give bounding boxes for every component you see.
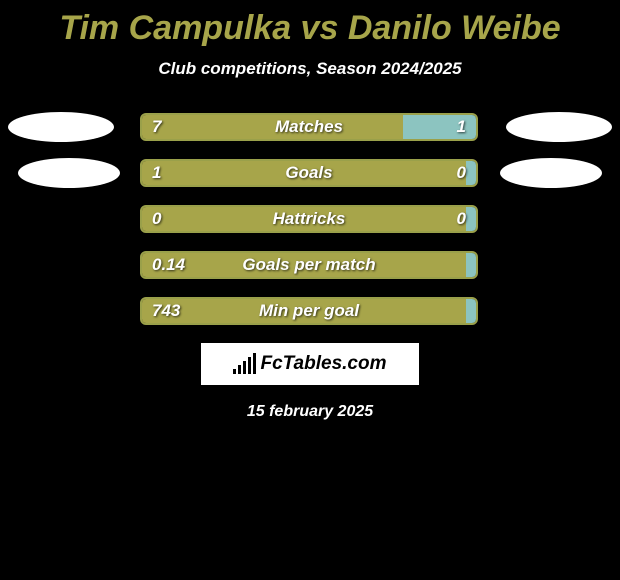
stat-row: 0.14Goals per match <box>0 251 620 279</box>
stat-bar-right <box>466 253 476 277</box>
stat-bar-left: 1 <box>142 161 466 185</box>
stat-row: 743Min per goal <box>0 297 620 325</box>
stat-bar: 00 <box>140 205 478 233</box>
stat-row: 10Goals <box>0 159 620 187</box>
comparison-subtitle: Club competitions, Season 2024/2025 <box>0 59 620 79</box>
stat-bar-left: 0.14 <box>142 253 466 277</box>
stat-value-left: 0 <box>152 209 161 229</box>
stat-bar-right: 0 <box>466 161 476 185</box>
player-photo-left <box>8 112 114 142</box>
stat-value-left: 743 <box>152 301 180 321</box>
stat-bar: 71 <box>140 113 478 141</box>
stat-bar: 10 <box>140 159 478 187</box>
stat-value-right: 1 <box>457 117 466 137</box>
branding-text: FcTables.com <box>260 353 386 375</box>
stats-rows: 71Matches10Goals00Hattricks0.14Goals per… <box>0 113 620 325</box>
stat-bar-left: 7 <box>142 115 403 139</box>
stat-value-left: 7 <box>152 117 161 137</box>
stat-bar: 743 <box>140 297 478 325</box>
stat-bar-right: 0 <box>466 207 476 231</box>
stat-bar-right: 1 <box>403 115 476 139</box>
stat-value-right: 0 <box>457 209 466 229</box>
stat-row: 71Matches <box>0 113 620 141</box>
branding-badge: FcTables.com <box>201 343 419 385</box>
comparison-title: Tim Campulka vs Danilo Weibe <box>0 0 620 47</box>
stat-bar: 0.14 <box>140 251 478 279</box>
stat-bar-right <box>466 299 476 323</box>
bars-icon <box>233 354 256 374</box>
player-photo-left <box>18 158 120 188</box>
stat-value-left: 0.14 <box>152 255 185 275</box>
stat-bar-left: 0 <box>142 207 466 231</box>
stat-value-right: 0 <box>457 163 466 183</box>
stat-row: 00Hattricks <box>0 205 620 233</box>
player-photo-right <box>506 112 612 142</box>
stat-bar-left: 743 <box>142 299 466 323</box>
stat-value-left: 1 <box>152 163 161 183</box>
footer-date: 15 february 2025 <box>0 403 620 421</box>
player-photo-right <box>500 158 602 188</box>
